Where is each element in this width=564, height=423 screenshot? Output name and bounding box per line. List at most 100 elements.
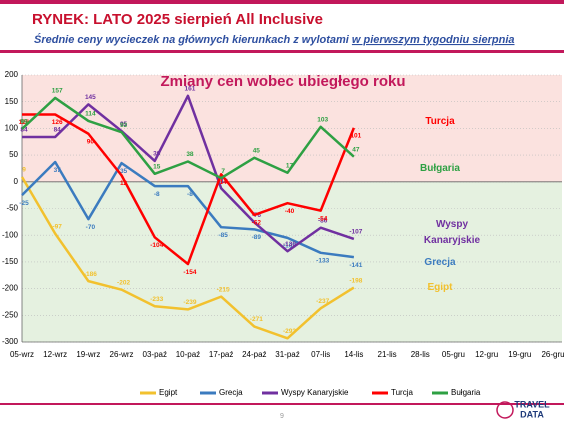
x-tick-label: 03-paź	[143, 350, 167, 359]
x-tick-label: 14-lis	[344, 350, 363, 359]
data-label: 101	[350, 133, 361, 140]
data-label: -8	[187, 191, 193, 198]
plot: -300 -250 -200 -150 -100 -50 0 50 100 150 200 05-wr…	[2, 70, 564, 359]
logo-text: TRAVEL	[514, 399, 550, 409]
data-label: 12	[120, 180, 128, 187]
data-label: -154	[183, 269, 196, 276]
legend-label: Bułgaria	[451, 388, 481, 397]
series-tag: Wyspy Kanaryjskie	[424, 219, 481, 246]
data-label: 45	[253, 147, 261, 154]
series-line	[22, 113, 356, 266]
y-tick-label: -50	[6, 204, 18, 213]
y-tick-label: -300	[2, 337, 19, 346]
y-tick-label: -150	[2, 257, 19, 266]
logo-text: DATA	[520, 409, 544, 419]
series-tag: Turcja	[425, 116, 455, 127]
y-tick-label: -100	[2, 230, 19, 239]
data-label: -215	[217, 286, 230, 293]
x-tick-label: 05-gru	[442, 350, 465, 359]
data-label: -62	[252, 220, 262, 227]
data-label: -40	[285, 208, 295, 215]
x-tick-label: 10-paź	[176, 350, 200, 359]
data-label: 161	[185, 86, 196, 93]
series-tag-line: Turcja	[425, 116, 455, 127]
data-label: 37	[54, 167, 62, 174]
data-label: 38	[186, 151, 194, 158]
data-label: 15	[153, 164, 161, 171]
legend-label: Egipt	[159, 388, 178, 397]
data-label: 103	[317, 117, 328, 124]
data-label: 93	[120, 122, 128, 129]
data-label: -54	[318, 215, 328, 222]
top-bar	[0, 0, 564, 4]
data-label: 39	[153, 151, 161, 158]
series-tag: Grecja	[424, 257, 456, 268]
data-label: 157	[52, 88, 63, 95]
data-label: -141	[349, 262, 362, 269]
data-label: 9	[22, 167, 26, 174]
legend-label: Turcja	[391, 388, 413, 397]
y-tick-label: 200	[5, 70, 19, 79]
legend-label: Wyspy Kanaryjskie	[281, 388, 349, 397]
series-tag-line: Wyspy	[436, 219, 468, 230]
legend-label: Grecja	[219, 388, 243, 397]
data-label: -12	[218, 178, 228, 185]
data-label: -97	[52, 223, 62, 230]
data-label: -25	[19, 200, 29, 207]
series-tag-line: Kanaryjskie	[424, 235, 481, 246]
x-tick-label: 12-gru	[475, 350, 498, 359]
x-tick-label: 07-lis	[311, 350, 330, 359]
title-rule	[0, 50, 564, 53]
subtitle-part: w pierwszym tygodniu sierpnia	[352, 34, 515, 46]
title: RYNEK: LATO 2025 sierpień All Inclusive	[32, 11, 323, 28]
y-tick-label: 100	[5, 124, 19, 133]
data-label: 114	[85, 111, 96, 118]
data-label: -86	[318, 217, 328, 224]
data-label: 145	[85, 94, 96, 101]
data-label: 7	[221, 168, 225, 175]
page-number: 9	[280, 413, 284, 420]
x-tick-label: 26-wrz	[110, 350, 134, 359]
data-label: 47	[352, 146, 360, 153]
data-label: -293	[283, 328, 296, 335]
data-label: -105	[283, 243, 296, 250]
data-label: 14	[220, 179, 228, 186]
x-tick-label: 17-paź	[209, 350, 233, 359]
series-tag-line: Egipt	[428, 282, 454, 293]
x-tick-label: 19-gru	[508, 350, 531, 359]
data-label: -237	[316, 298, 329, 305]
y-tick-label: 0	[14, 177, 19, 186]
data-label: -107	[349, 229, 362, 236]
y-tick-label: 50	[9, 150, 18, 159]
x-tick-label: 12-wrz	[43, 350, 67, 359]
series-line	[20, 176, 355, 340]
data-label: -239	[183, 299, 196, 306]
y-tick-label: -200	[2, 284, 19, 293]
x-tick-label: 31-paź	[275, 350, 299, 359]
subtitle: Średnie ceny wycieczek na głównych kieru…	[34, 33, 515, 46]
data-label: 35	[120, 168, 128, 175]
data-label: 84	[54, 127, 62, 134]
data-label: 126	[19, 119, 30, 126]
x-tick-label: 24-paź	[242, 350, 266, 359]
data-label: -202	[117, 279, 130, 286]
data-label: -89	[252, 234, 262, 241]
series-tag-line: Grecja	[424, 257, 456, 268]
x-tick-label: 21-lis	[378, 350, 397, 359]
data-label: 84	[20, 127, 28, 134]
annotation: Zmiany cen wobec ubiegłego roku	[160, 73, 405, 90]
x-tick-label: 28-lis	[411, 350, 430, 359]
data-label: -133	[316, 258, 329, 265]
subtitle-part: Średnie ceny wycieczek na głównych kieru…	[34, 33, 350, 46]
data-label: -104	[150, 242, 163, 249]
y-tick-label: 150	[5, 97, 19, 106]
series-line	[22, 94, 355, 253]
data-label: -76	[252, 212, 262, 219]
x-tick-label: 05-wrz	[10, 350, 34, 359]
x-tick-label: 19-wrz	[76, 350, 100, 359]
data-label: -186	[84, 271, 97, 278]
data-label: -271	[250, 316, 263, 323]
data-label: 99	[20, 119, 28, 126]
series-line	[21, 96, 355, 180]
